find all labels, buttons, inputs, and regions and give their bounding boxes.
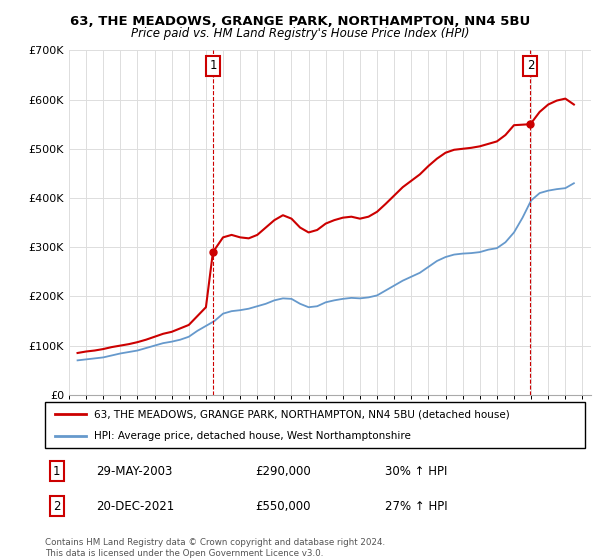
Text: Contains HM Land Registry data © Crown copyright and database right 2024.
This d: Contains HM Land Registry data © Crown c… [45,538,385,558]
Text: £550,000: £550,000 [256,500,311,512]
Text: 63, THE MEADOWS, GRANGE PARK, NORTHAMPTON, NN4 5BU (detached house): 63, THE MEADOWS, GRANGE PARK, NORTHAMPTO… [94,409,509,419]
Text: 63, THE MEADOWS, GRANGE PARK, NORTHAMPTON, NN4 5BU: 63, THE MEADOWS, GRANGE PARK, NORTHAMPTO… [70,15,530,28]
Text: 30% ↑ HPI: 30% ↑ HPI [385,465,448,478]
FancyBboxPatch shape [45,402,585,448]
Text: 20-DEC-2021: 20-DEC-2021 [96,500,175,512]
Text: 29-MAY-2003: 29-MAY-2003 [96,465,173,478]
Text: 2: 2 [53,500,61,512]
Text: Price paid vs. HM Land Registry's House Price Index (HPI): Price paid vs. HM Land Registry's House … [131,27,469,40]
Text: £290,000: £290,000 [256,465,311,478]
Text: HPI: Average price, detached house, West Northamptonshire: HPI: Average price, detached house, West… [94,431,410,441]
Text: 27% ↑ HPI: 27% ↑ HPI [385,500,448,512]
Text: 1: 1 [209,59,217,72]
Text: 2: 2 [527,59,534,72]
Text: 1: 1 [53,465,61,478]
